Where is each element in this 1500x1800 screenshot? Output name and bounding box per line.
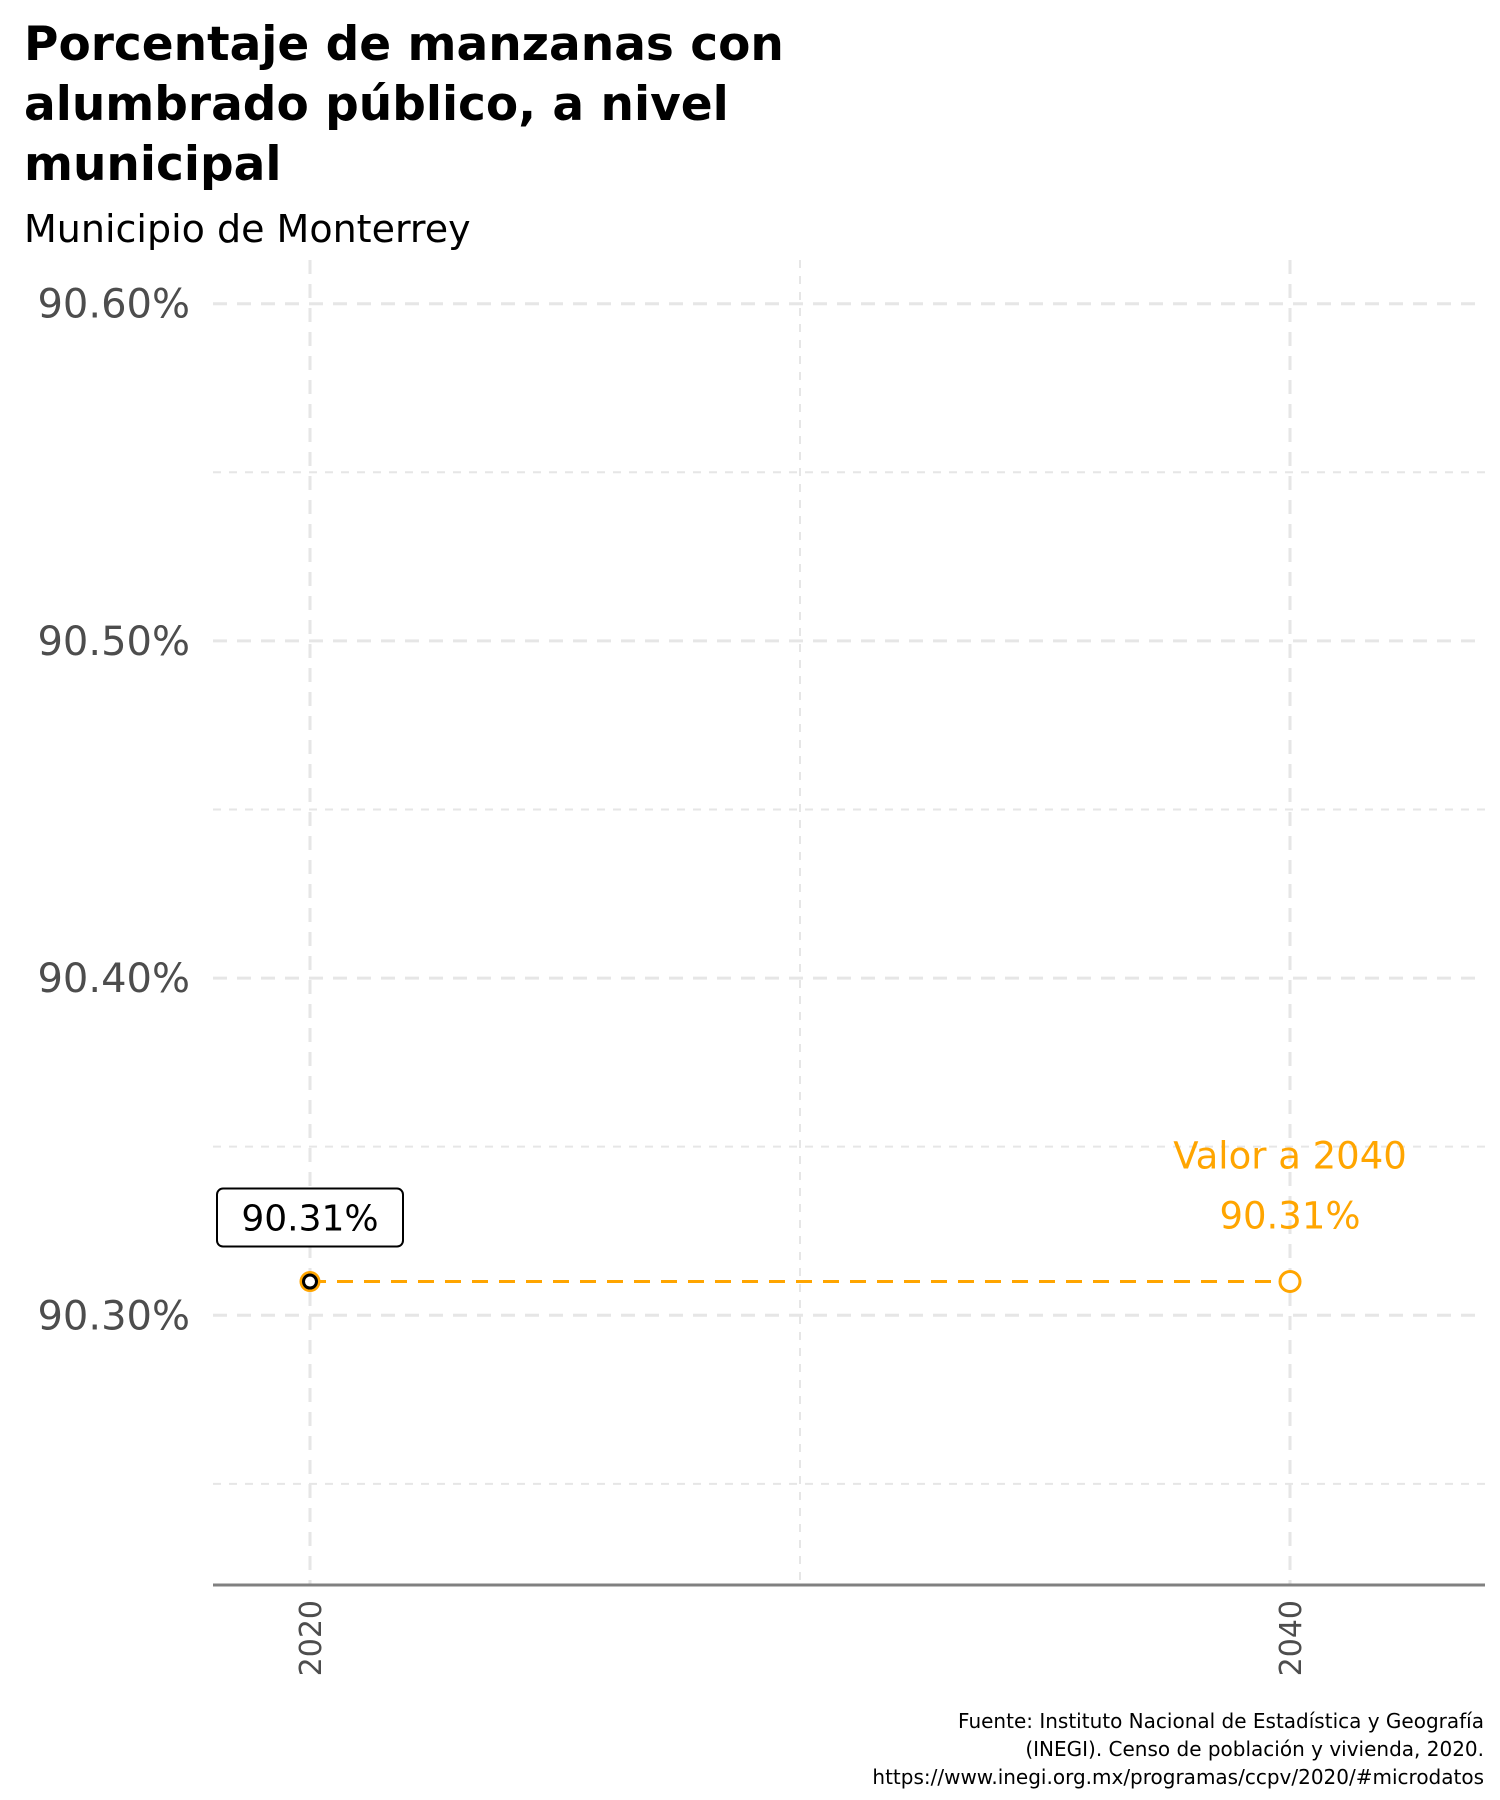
chart-title: Porcentaje de manzanas con alumbrado púb…: [24, 17, 784, 192]
y-tick-label: 90.40%: [37, 956, 190, 1002]
series-layer: [299, 1270, 1302, 1294]
chart-subtitle: Municipio de Monterrey: [24, 207, 471, 251]
start-label: 90.31%: [241, 1199, 378, 1240]
y-tick-label: 90.30%: [37, 1293, 190, 1339]
y-tick-label: 90.60%: [37, 282, 190, 328]
caption-line-3: https://www.inegi.org.mx/programas/ccpv/…: [872, 1765, 1484, 1789]
title-line-1: Porcentaje de manzanas con: [24, 17, 784, 72]
title-line-3: municipal: [24, 137, 281, 192]
annotations: 90.31% Valor a 2040 90.31%: [216, 1135, 1407, 1248]
data-point-2040: [1278, 1270, 1302, 1294]
axes: 90.30% 90.40% 90.50% 90.60% 2020 2040: [37, 282, 1485, 1676]
caption-line-2: (INEGI). Censo de población y vivienda, …: [1025, 1737, 1484, 1761]
x-tick-label: 2020: [294, 1600, 329, 1676]
y-tick-label: 90.50%: [37, 619, 190, 665]
end-label-title: Valor a 2040: [1173, 1135, 1407, 1178]
data-point-2020: [302, 1273, 318, 1290]
caption: Fuente: Instituto Nacional de Estadístic…: [872, 1709, 1484, 1789]
grid: [213, 260, 1485, 1585]
caption-line-1: Fuente: Instituto Nacional de Estadístic…: [958, 1709, 1484, 1733]
x-tick-label: 2040: [1274, 1600, 1309, 1676]
end-label-value: 90.31%: [1219, 1195, 1360, 1238]
title-line-2: alumbrado público, a nivel: [24, 77, 729, 132]
start-label-box: [216, 1187, 404, 1248]
